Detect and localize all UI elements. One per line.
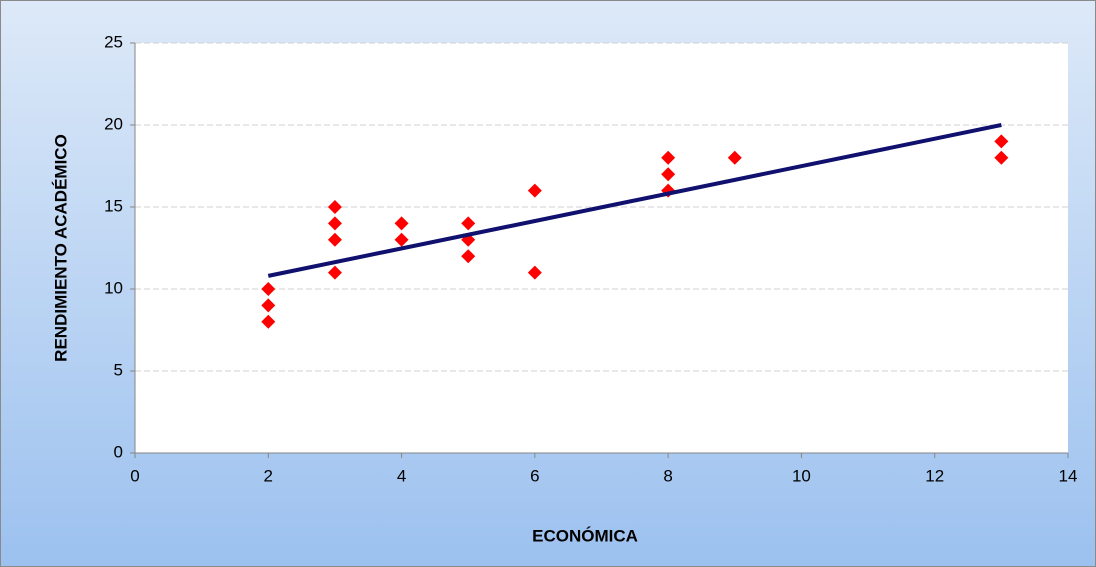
data-point: [327, 232, 342, 247]
data-point: [727, 150, 742, 165]
x-tick-label: 6: [530, 466, 539, 485]
plot-area: [135, 43, 1068, 453]
data-point: [994, 134, 1009, 149]
y-tick-label: 25: [104, 32, 123, 51]
data-point: [527, 265, 542, 280]
trend-line: [267, 123, 1002, 278]
y-tick-label: 5: [114, 360, 123, 379]
data-point: [394, 232, 409, 247]
data-point: [461, 216, 476, 231]
data-point: [661, 167, 676, 182]
x-tick-label: 8: [663, 466, 672, 485]
data-point: [527, 183, 542, 198]
data-point: [394, 216, 409, 231]
x-tick-label: 0: [130, 466, 139, 485]
data-point: [261, 282, 276, 296]
data-point: [261, 298, 276, 313]
data-point: [994, 150, 1009, 165]
data-point: [327, 265, 342, 280]
data-point: [261, 314, 276, 329]
data-point: [661, 150, 676, 165]
x-tick-label: 4: [397, 466, 406, 485]
x-tick-label: 14: [1059, 466, 1078, 485]
data-point: [461, 249, 476, 264]
x-tick-label: 2: [264, 466, 273, 485]
data-point: [327, 216, 342, 231]
y-tick-label: 10: [104, 278, 123, 297]
x-tick-label: 12: [925, 466, 944, 485]
y-tick-label: 15: [104, 196, 123, 215]
y-axis-title: RENDIMIENTO ACADÉMICO: [51, 134, 70, 362]
x-tick-label: 10: [792, 466, 811, 485]
data-point: [327, 200, 342, 214]
x-axis-title: ECONÓMICA: [532, 526, 638, 545]
y-tick-label: 20: [104, 114, 123, 133]
y-tick-label: 0: [114, 442, 123, 461]
